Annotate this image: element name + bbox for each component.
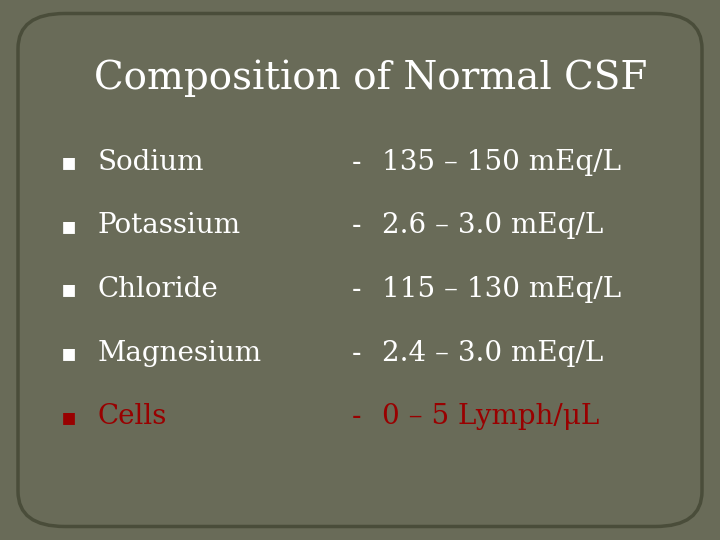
Text: Magnesium: Magnesium <box>97 340 261 367</box>
Text: Sodium: Sodium <box>97 148 204 176</box>
Text: 135 – 150 mEq/L: 135 – 150 mEq/L <box>382 148 621 176</box>
Text: 2.6 – 3.0 mEq/L: 2.6 – 3.0 mEq/L <box>382 212 603 239</box>
Text: -: - <box>351 276 361 303</box>
Text: Potassium: Potassium <box>97 212 240 239</box>
Text: 115 – 130 mEq/L: 115 – 130 mEq/L <box>382 276 621 303</box>
Text: ▪: ▪ <box>60 405 76 429</box>
Text: Cells: Cells <box>97 403 166 430</box>
Text: ▪: ▪ <box>60 278 76 301</box>
Text: ▪: ▪ <box>60 341 76 365</box>
Text: Chloride: Chloride <box>97 276 218 303</box>
Text: 0 – 5 Lymph/μL: 0 – 5 Lymph/μL <box>382 403 599 430</box>
FancyBboxPatch shape <box>22 16 698 524</box>
Text: ▪: ▪ <box>60 150 76 174</box>
Text: Composition of Normal CSF: Composition of Normal CSF <box>94 59 647 97</box>
Text: -: - <box>351 148 361 176</box>
Text: -: - <box>351 340 361 367</box>
Text: -: - <box>351 403 361 430</box>
Text: 2.4 – 3.0 mEq/L: 2.4 – 3.0 mEq/L <box>382 340 603 367</box>
Text: ▪: ▪ <box>60 214 76 238</box>
Text: -: - <box>351 212 361 239</box>
